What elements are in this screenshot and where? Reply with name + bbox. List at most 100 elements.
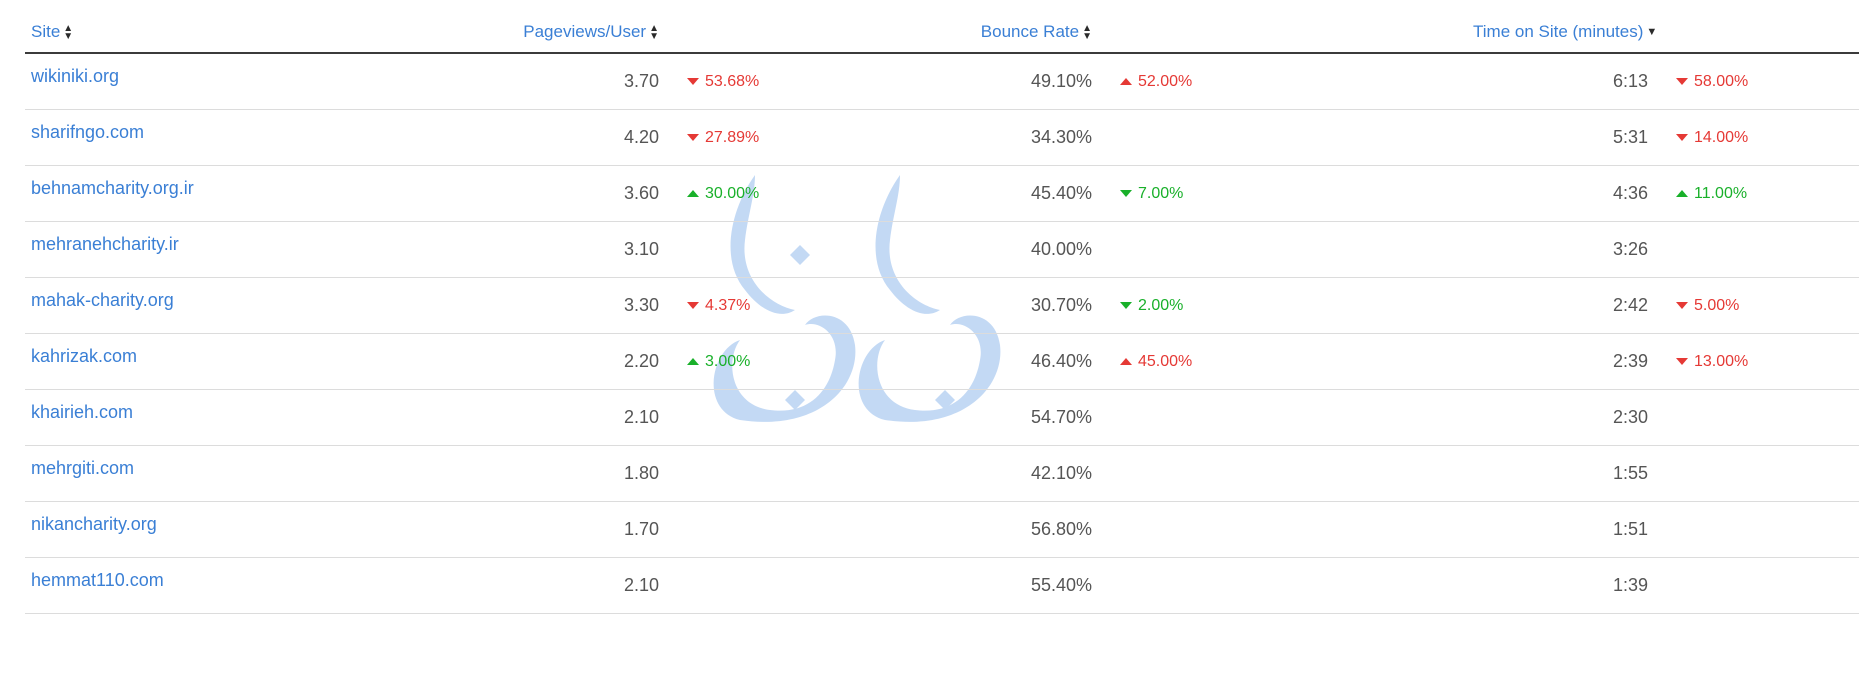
site-cell: mehranehcharity.ir (25, 221, 425, 278)
site-link[interactable]: wikiniki.org (31, 66, 120, 86)
trend-value: 5.00% (1694, 296, 1740, 314)
trend-indicator: 45.00% (1120, 353, 1192, 371)
site-link[interactable]: mahak-charity.org (31, 290, 174, 310)
table-row: khairieh.com 2.10 54.70% 2:30 (25, 389, 1859, 446)
column-header-site-label: Site (31, 22, 61, 41)
time-on-site-delta: 5.00% (1654, 277, 1859, 334)
triangle-up-icon (1676, 190, 1688, 198)
bounce-rate-delta (1098, 221, 1467, 278)
site-cell: sharifngo.com (25, 109, 425, 166)
table-row: mehrgiti.com 1.80 42.10% 1:55 (25, 445, 1859, 502)
column-header-pageviews-label: Pageviews/User (523, 22, 647, 41)
site-link[interactable]: mehrgiti.com (31, 458, 135, 478)
triangle-down-icon (687, 302, 699, 310)
time-on-site-delta: 13.00% (1654, 333, 1859, 390)
site-link[interactable]: mehranehcharity.ir (31, 234, 179, 254)
time-on-site-value: 2:42 (1467, 277, 1654, 334)
pageviews-delta: 53.68% (665, 53, 862, 110)
table-row: behnamcharity.org.ir 3.60 30.00% 45.40% 7.00… (25, 165, 1859, 222)
pageviews-delta (665, 389, 862, 446)
column-header-time-on-site[interactable]: Time on Site (minutes) ▼ (1467, 12, 1657, 54)
trend-indicator: 27.89% (687, 129, 759, 147)
bounce-rate-delta (1098, 109, 1467, 166)
trend-indicator: 13.00% (1676, 353, 1748, 371)
bounce-rate-delta (1098, 557, 1467, 614)
trend-indicator: 2.00% (1120, 297, 1183, 315)
triangle-down-icon (1676, 134, 1688, 142)
trend-value: 4.37% (705, 296, 751, 314)
time-on-site-value: 4:36 (1467, 165, 1654, 222)
pageviews-value: 2.20 (425, 333, 665, 390)
trend-value: 27.89% (705, 128, 760, 146)
bounce-rate-value: 56.80% (862, 501, 1098, 558)
site-link[interactable]: nikancharity.org (31, 514, 157, 534)
pageviews-delta (665, 221, 862, 278)
column-header-pageviews[interactable]: Pageviews/User ▲ ▼ (425, 12, 665, 54)
time-on-site-delta (1654, 501, 1859, 558)
time-on-site-delta (1654, 445, 1859, 502)
site-cell: kahrizak.com (25, 333, 425, 390)
column-header-pageviews-delta (665, 12, 862, 54)
sort-both-icon: ▲ ▼ (63, 22, 74, 42)
trend-value: 13.00% (1694, 352, 1749, 370)
bounce-rate-delta (1098, 445, 1467, 502)
trend-indicator: 30.00% (687, 185, 759, 203)
trend-indicator: 53.68% (687, 73, 759, 91)
column-header-bounce-rate-label: Bounce Rate (980, 22, 1080, 41)
bounce-rate-value: 45.40% (862, 165, 1098, 222)
pageviews-delta: 3.00% (665, 333, 862, 390)
pageviews-delta (665, 501, 862, 558)
time-on-site-value: 6:13 (1467, 53, 1654, 110)
pageviews-value: 4.20 (425, 109, 665, 166)
column-header-time-on-site-label: Time on Site (minutes) (1473, 22, 1644, 41)
site-link[interactable]: behnamcharity.org.ir (31, 178, 194, 198)
triangle-down-icon (1676, 358, 1688, 366)
triangle-up-icon (687, 358, 699, 366)
bounce-rate-value: 54.70% (862, 389, 1098, 446)
trend-indicator: 3.00% (687, 353, 750, 371)
table-row: wikiniki.org 3.70 53.68% 49.10% 52.00% 6:13 58… (25, 53, 1859, 110)
site-cell: behnamcharity.org.ir (25, 165, 425, 222)
trend-indicator: 5.00% (1676, 297, 1739, 315)
trend-value: 30.00% (705, 184, 760, 202)
trend-value: 7.00% (1138, 184, 1184, 202)
site-link[interactable]: hemmat110.com (31, 570, 164, 590)
triangle-down-icon (1120, 190, 1132, 198)
bounce-rate-delta (1098, 389, 1467, 446)
table-row: sharifngo.com 4.20 27.89% 34.30% 5:31 14.00% (25, 109, 1859, 166)
table-row: hemmat110.com 2.10 55.40% 1:39 (25, 557, 1859, 614)
column-header-bounce-rate[interactable]: Bounce Rate ▲ ▼ (862, 12, 1098, 54)
trend-indicator: 11.00% (1676, 185, 1747, 203)
site-cell: khairieh.com (25, 389, 425, 446)
bounce-rate-value: 34.30% (862, 109, 1098, 166)
site-link[interactable]: sharifngo.com (31, 122, 145, 142)
time-on-site-value: 3:26 (1467, 221, 1654, 278)
trend-value: 11.00% (1694, 184, 1748, 202)
column-header-site[interactable]: Site ▲ ▼ (25, 12, 425, 54)
triangle-down-icon (687, 78, 699, 86)
pageviews-delta: 27.89% (665, 109, 862, 166)
bounce-rate-delta (1098, 501, 1467, 558)
bounce-rate-delta: 2.00% (1098, 277, 1467, 334)
time-on-site-value: 5:31 (1467, 109, 1654, 166)
pageviews-delta (665, 557, 862, 614)
trend-value: 58.00% (1694, 72, 1749, 90)
time-on-site-delta (1654, 389, 1859, 446)
pageviews-value: 3.10 (425, 221, 665, 278)
pageviews-value: 2.10 (425, 389, 665, 446)
trend-indicator: 52.00% (1120, 73, 1192, 91)
table-row: mahak-charity.org 3.30 4.37% 30.70% 2.00% 2:4… (25, 277, 1859, 334)
sort-both-icon: ▲ ▼ (649, 22, 659, 42)
site-cell: mahak-charity.org (25, 277, 425, 334)
bounce-rate-value: 49.10% (862, 53, 1098, 110)
site-cell: wikiniki.org (25, 53, 425, 110)
table-row: mehranehcharity.ir 3.10 40.00% 3:26 (25, 221, 1859, 278)
table-header: Site ▲ ▼ Pageviews/User ▲ ▼ Bounce Rate ▲ ▼ Ti… (25, 12, 1859, 54)
site-link[interactable]: khairieh.com (31, 402, 134, 422)
triangle-down-icon (1676, 78, 1688, 86)
trend-indicator: 7.00% (1120, 185, 1183, 203)
time-on-site-delta: 14.00% (1654, 109, 1859, 166)
triangle-up-icon (687, 190, 699, 198)
triangle-down-icon (687, 134, 699, 142)
site-link[interactable]: kahrizak.com (31, 346, 138, 366)
